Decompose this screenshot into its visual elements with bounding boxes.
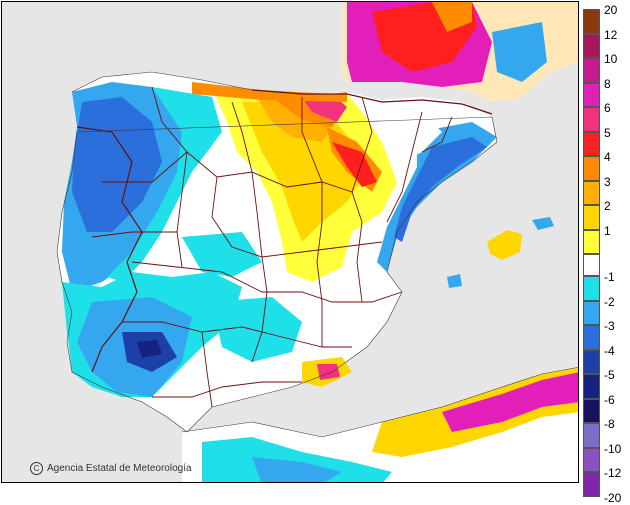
southeast-pink-zone	[317, 364, 340, 380]
northeast-white-zone	[362, 112, 442, 162]
legend-label: 12	[604, 27, 618, 42]
africa-blue-zone	[252, 457, 342, 482]
legend-label: 10	[604, 52, 618, 66]
legend-label: -20	[604, 490, 622, 505]
anomaly-map	[1, 1, 579, 483]
ibiza-land	[447, 274, 462, 288]
west-darkblue-zone	[72, 97, 162, 232]
legend-label: -8	[604, 417, 615, 431]
legend-label: 1	[604, 223, 611, 238]
legend-swatch	[583, 374, 600, 399]
legend-swatch	[583, 131, 600, 156]
mallorca-land	[487, 230, 522, 260]
central-cyan-zone	[182, 232, 262, 277]
center-south-cyan-zone	[212, 297, 302, 362]
legend-swatch	[583, 156, 600, 181]
legend-swatch-neutral	[583, 254, 600, 276]
legend-swatch	[583, 107, 600, 132]
color-legend: 20 12 10 8 6 5 4 3 2 1 -1 -2 -3 -4 -5 -6 -8 -10 -12 -20	[583, 4, 629, 504]
legend-label: 3	[604, 174, 611, 189]
legend-swatch	[583, 276, 600, 301]
france-blue-zone	[492, 22, 547, 82]
legend-label: -1	[604, 270, 615, 284]
legend-swatch	[583, 423, 600, 448]
legend-label: -4	[604, 343, 615, 358]
south-deepblue-zone	[137, 340, 162, 358]
africa-cyan-zone	[202, 437, 392, 482]
legend-swatch	[583, 9, 600, 34]
africa-magenta-zone	[442, 372, 578, 432]
legend-swatch	[583, 300, 600, 325]
legend-swatch	[583, 82, 600, 107]
portugal-border	[76, 126, 143, 373]
legend-label: 2	[604, 199, 611, 213]
legend-swatch	[583, 472, 600, 497]
legend-swatch	[583, 447, 600, 472]
legend-label: 8	[604, 76, 611, 91]
africa-coastline	[181, 367, 578, 438]
legend-swatch	[583, 398, 600, 423]
copyright-icon: C	[30, 462, 43, 475]
legend-label: -3	[604, 319, 615, 333]
east-darkblue-zone	[394, 137, 487, 242]
menorca-land	[532, 217, 554, 230]
legend-label: -5	[604, 368, 615, 382]
legend-swatch	[583, 180, 600, 205]
credit-text: Agencia Estatal de Meteorología	[47, 463, 192, 474]
west-cyan-zone	[107, 87, 222, 282]
ebro-red-zone	[332, 142, 377, 187]
legend-swatch	[583, 33, 600, 58]
legend-label: -10	[604, 441, 622, 456]
legend-label: -2	[604, 294, 615, 309]
coastline	[56, 71, 498, 433]
credit-line: C Agencia Estatal de Meteorología	[30, 462, 192, 475]
spain-france-border	[251, 89, 493, 115]
legend-swatch	[583, 58, 600, 83]
legend-label: -12	[604, 466, 622, 480]
legend-swatch	[583, 325, 600, 350]
legend-label: 20	[604, 3, 618, 17]
map-canvas	[2, 2, 578, 482]
legend-label: 6	[604, 101, 611, 115]
legend-swatch	[583, 229, 600, 254]
legend-label: -6	[604, 392, 615, 407]
legend-swatch	[583, 349, 600, 374]
legend-swatch	[583, 205, 600, 230]
legend-label: 5	[604, 125, 611, 140]
france-orange-zone	[432, 2, 472, 32]
legend-label: 4	[604, 150, 611, 164]
province-borders	[91, 86, 453, 408]
